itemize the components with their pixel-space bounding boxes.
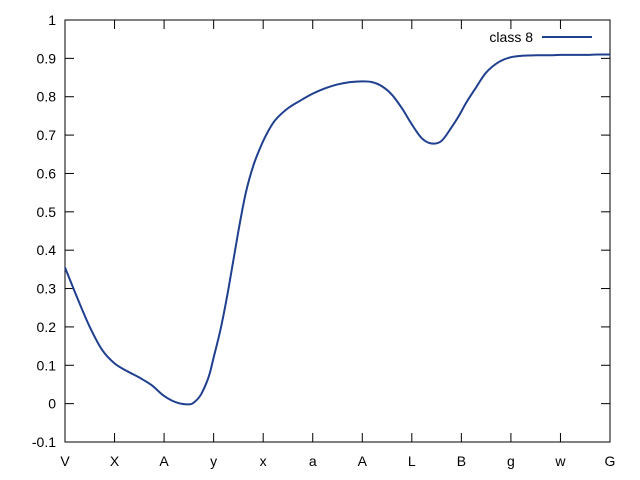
axis-ticks <box>64 19 611 443</box>
x-tick-label: G <box>605 453 616 469</box>
plot-border <box>64 19 611 443</box>
y-tick-label: -0.1 <box>32 434 56 450</box>
x-tick-label: X <box>110 453 120 469</box>
x-tick-label: A <box>159 453 169 469</box>
y-tick-label: 0.5 <box>37 204 57 220</box>
y-tick-label: 0 <box>48 396 56 412</box>
y-tick-label: 0.8 <box>37 89 57 105</box>
x-tick-label: a <box>309 453 317 469</box>
x-tick-label: A <box>358 453 368 469</box>
series-line-0 <box>64 53 611 406</box>
y-tick-label: 0.3 <box>37 281 57 297</box>
x-tick-label: w <box>554 453 566 469</box>
y-tick-label: 0.7 <box>37 127 57 143</box>
y-tick-label: 1 <box>48 12 56 28</box>
x-tick-label: B <box>457 453 466 469</box>
legend: class 8 <box>489 29 592 45</box>
y-tick-label: 0.4 <box>37 242 57 258</box>
x-tick-label: x <box>260 453 267 469</box>
x-tick-label: L <box>408 453 416 469</box>
y-tick-label: 0.9 <box>37 50 57 66</box>
y-tick-label: 0.1 <box>37 357 57 373</box>
y-tick-label: 0.2 <box>37 319 57 335</box>
series-layer <box>64 53 611 406</box>
plot-frame <box>64 19 611 443</box>
y-axis: -0.1 0 0.1 0.2 0.3 0.4 0.5 0.6 0.7 0.8 0.9 1 <box>32 12 56 450</box>
legend-label: class 8 <box>489 29 533 45</box>
x-tick-label: y <box>210 453 217 469</box>
y-tick-label: 0.6 <box>37 165 57 181</box>
x-tick-label: g <box>507 453 515 469</box>
x-tick-label: V <box>60 453 70 469</box>
